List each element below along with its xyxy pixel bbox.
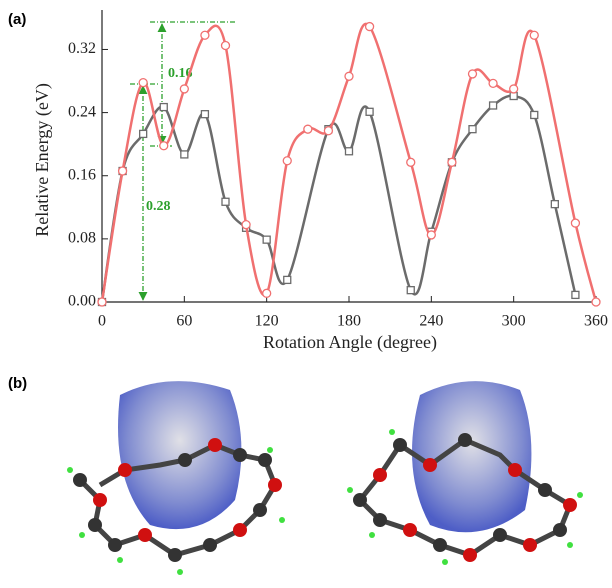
y-tick-label: 0.24 (68, 103, 96, 120)
marker (509, 91, 518, 101)
x-tick-label: 120 (255, 313, 279, 330)
marker (406, 286, 415, 295)
marker (159, 141, 169, 151)
marker (262, 235, 271, 244)
x-tick-label: 300 (502, 313, 526, 330)
marker (282, 156, 292, 166)
annotation: 0.16 (168, 66, 193, 81)
marker (221, 197, 230, 206)
marker (530, 110, 539, 120)
molecule-right (347, 381, 583, 565)
annotation-arrows (130, 21, 236, 301)
x-tick-label: 60 (176, 313, 192, 330)
marker (570, 218, 581, 228)
marker (529, 30, 539, 40)
marker (139, 129, 148, 139)
marker (179, 84, 189, 94)
marker (550, 199, 559, 209)
marker (406, 157, 416, 167)
x-tick-label: 360 (584, 313, 608, 330)
marker (467, 69, 478, 79)
marker (571, 290, 580, 300)
y-axis-label: Relative Energy (eV) (32, 83, 53, 237)
marker (262, 288, 272, 298)
marker (200, 110, 210, 119)
marker (159, 102, 168, 112)
marker (303, 124, 313, 134)
marker (509, 84, 519, 94)
line (100, 94, 577, 303)
marker (426, 230, 436, 240)
y-tick-label: 0.32 (68, 40, 96, 57)
annotation: 0.28 (146, 199, 171, 214)
marker (591, 297, 601, 307)
x-tick-label: 180 (337, 313, 361, 330)
marker (200, 30, 210, 40)
y-tick-label: 0.00 (68, 293, 96, 310)
marker (468, 125, 477, 134)
x-axis-label: Rotation Angle (degree) (263, 332, 437, 353)
x-tick-label: 240 (419, 313, 443, 330)
x-tick-label: 0 (98, 313, 106, 330)
marker (241, 220, 251, 230)
marker (344, 147, 354, 156)
marker (117, 166, 128, 176)
marker (180, 150, 189, 159)
y-tick-label: 0.08 (68, 230, 96, 247)
marker (323, 126, 334, 136)
marker (488, 101, 498, 110)
marker (97, 297, 107, 307)
marker (220, 40, 231, 51)
y-tick-label: 0.16 (68, 166, 96, 183)
marker (138, 77, 148, 88)
marker (488, 78, 498, 89)
marker (283, 275, 292, 285)
marker (447, 157, 457, 167)
panel-label: (a) (8, 11, 26, 28)
molecule-left (67, 381, 285, 575)
panel-label: (b) (8, 375, 27, 392)
marker (364, 21, 375, 32)
marker (365, 107, 374, 116)
marker (344, 71, 354, 81)
